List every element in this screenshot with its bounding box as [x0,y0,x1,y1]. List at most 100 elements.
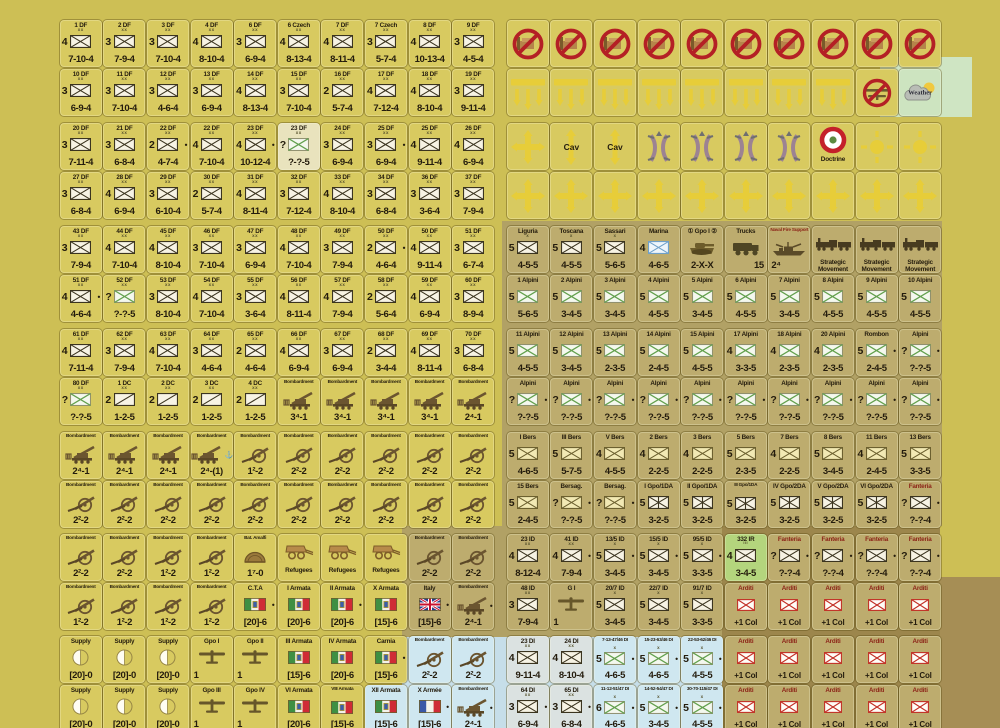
counter-16-df[interactable]: 16 DF xx 2 5-7-4 [321,69,364,116]
counter-5-alpini[interactable]: 5 Alpini 5 3-4-5 [681,275,724,322]
counter-7-df[interactable]: 7 DF xx 4 8-11-4 [321,20,364,67]
counter-arditi[interactable]: Arditi +1 Col [899,685,942,728]
counter-36-df[interactable]: 36 DF xx 3 3-6-4 [408,172,451,219]
counter-47-df[interactable]: 47 DF xx 3 6-9-4 [234,226,277,273]
counter-ii-armata[interactable]: II Armata • [20]-6 [321,583,364,630]
counter-arditi[interactable]: Arditi +1 Col [811,636,854,683]
counter-naval-fire-support[interactable]: Naval Fire Support 2⁴ [768,226,811,273]
counter-bombardment[interactable]: Bombardment 2²-2 [146,481,189,528]
marker-cross[interactable] [593,172,636,219]
counter-bombardment[interactable]: Bombardment 2²-2 [408,481,451,528]
counter-19-df[interactable]: 19 DF xx 3 9-11-4 [452,69,495,116]
counter-gpo-iii[interactable]: Gpo III 1 [190,685,233,728]
counter-56-df[interactable]: 56 DF xx 4 8-11-4 [277,275,320,322]
counter-9-df[interactable]: 9 DF xx 3 4-5-4 [452,20,495,67]
counter-iii-armata[interactable]: III Armata [15]-6 [277,636,320,683]
counter-bombardment[interactable]: Bombardment 2²-2 [408,636,451,683]
counter-67-df[interactable]: 67 DF xx 3 6-9-4 [321,329,364,376]
marker-cross[interactable] [768,172,811,219]
counter-bombardment[interactable]: Bombardment 2²-2 [277,432,320,479]
marker-vertarrow[interactable]: Cav [550,123,593,170]
counter-20-alpini[interactable]: 20 Alpini 4 2-3-5 [811,329,854,376]
counter-14-alpini[interactable]: 14 Alpini 5 2-4-5 [637,329,680,376]
counter-3-df[interactable]: 3 DF xx 3 7-10-4 [146,20,189,67]
counter-62-df[interactable]: 62 DF xx 3 7-9-4 [103,329,146,376]
marker-cart[interactable]: Refugees [364,534,407,581]
counter-bombardment[interactable]: Bombardment ⚓ 2⁴-(1) [190,432,233,479]
counter-34-df[interactable]: 34 DF xx 3 6-8-4 [364,172,407,219]
counter-v-bers[interactable]: V Bers 4 4-5-5 [593,432,636,479]
counter-alpini[interactable]: Alpini? • ?-?-5 [724,378,767,425]
counter-bombardment[interactable]: Bombardment 3⁴-1 [277,378,320,425]
marker-cross[interactable] [855,172,898,219]
marker-breach[interactable] [637,123,680,170]
counter-arditi[interactable]: Arditi +1 Col [855,685,898,728]
counter-20-7-id[interactable]: 20/7 ID x 5 3-4-5 [593,583,636,630]
marker-bridge[interactable] [811,69,854,116]
counter-2-dc[interactable]: 2 DC xx 2 1-2-5 [146,378,189,425]
marker-bridge[interactable] [550,69,593,116]
counter-bombardment[interactable]: Bombardment 2⁴-1 [146,432,189,479]
counter-bombardment[interactable]: Bombardment 3⁴-1 [364,378,407,425]
marker-noentry[interactable] [811,20,854,67]
counter-bat-amalfi[interactable]: Bat. Amalfi 1⁷-0 [234,534,277,581]
marker-cross[interactable] [550,172,593,219]
counter-arditi[interactable]: Arditi +1 Col [899,583,942,630]
counter-2-alpini[interactable]: 2 Alpini 5 3-4-5 [550,275,593,322]
counter-bombardment[interactable]: Bombardment 2²-2 [103,534,146,581]
counter-12-df[interactable]: 12 DF xx 3 4-6-4 [146,69,189,116]
counter-48-df[interactable]: 48 DF xx 4 7-10-4 [277,226,320,273]
counter-3-bers[interactable]: 3 Bers 4 2-2-5 [681,432,724,479]
counter-bombardment[interactable]: Bombardment • 2⁴-1 [452,685,495,728]
counter-bombardment[interactable]: Bombardment 2²-2 [452,636,495,683]
counter-arditi[interactable]: Arditi +1 Col [724,583,767,630]
counter-3-alpini[interactable]: 3 Alpini 5 3-4-5 [593,275,636,322]
counter-66-df[interactable]: 66 DF xx 4 6-9-4 [277,329,320,376]
counter-8-alpini[interactable]: 8 Alpini 5 4-5-5 [811,275,854,322]
counter-15-bers[interactable]: 15 Bers 5 2-4-5 [506,481,549,528]
counter-bombardment[interactable]: Bombardment 2²-2 [321,432,364,479]
counter-bombardment[interactable]: Bombardment 1²-2 [190,583,233,630]
marker-train[interactable]: Strategic Movement [855,226,898,273]
counter-64-di[interactable]: 64 DI xx 3 • 6-9-4 [506,685,549,728]
marker-noentry[interactable] [768,20,811,67]
counter-20-df[interactable]: 20 DF xx 3 7-11-4 [59,123,102,170]
counter-x-armata[interactable]: X Armata [15]-6 [364,583,407,630]
counter-32-df[interactable]: 32 DF xx 3 7-12-4 [277,172,320,219]
counter-alpini[interactable]: Alpini? • ?-?-5 [899,378,942,425]
counter-supply[interactable]: Supply [20]-0 [59,685,102,728]
counter-53-df[interactable]: 53 DF xx 3 8-10-4 [146,275,189,322]
counter-17-df[interactable]: 17 DF xx 4 7-12-4 [364,69,407,116]
counter-bombardment[interactable]: Bombardment 2²-2 [408,534,451,581]
counter-fanteria[interactable]: Fanteria? • ?-?-4 [899,481,942,528]
counter-15-5-id[interactable]: 15/5 ID x 5 • 3-4-5 [637,534,680,581]
counter-bombardment[interactable]: Bombardment 2²-2 [234,481,277,528]
counter-x-arm-e[interactable]: X Armée • [15]-6 [408,685,451,728]
counter-6-czech[interactable]: 6 Czech xx 4 8-13-4 [277,20,320,67]
marker-cart[interactable]: Refugees [321,534,364,581]
counter-liguria[interactable]: Liguria x 5 4-5-5 [506,226,549,273]
counter-arditi[interactable]: Arditi +1 Col [724,636,767,683]
counter-bombardment[interactable]: Bombardment 2⁴-1 [103,432,146,479]
counter-arditi[interactable]: Arditi +1 Col [768,685,811,728]
counter-24-df[interactable]: 24 DF xx 3 6-9-4 [321,123,364,170]
counter-13-df[interactable]: 13 DF xx 3 6-9-4 [190,69,233,116]
counter-bombardment[interactable]: Bombardment 1²-2 [146,534,189,581]
counter-59-df[interactable]: 59 DF xx 4 6-9-4 [408,275,451,322]
counter-bombardment[interactable]: Bombardment 1²-2 [103,583,146,630]
counter-7-bers[interactable]: 7 Bers 4 2-2-5 [768,432,811,479]
counter-iv-armata[interactable]: IV Armata [20]-6 [321,636,364,683]
counter-alpini[interactable]: Alpini? • ?-?-5 [593,378,636,425]
marker-bridge[interactable] [593,69,636,116]
counter-6-alpini[interactable]: 6 Alpini 5 4-5-5 [724,275,767,322]
counter-57-df[interactable]: 57 DF xx 4 7-9-4 [321,275,364,322]
counter-18-alpini[interactable]: 18 Alpini 4 2-3-5 [768,329,811,376]
marker-noentry[interactable] [593,20,636,67]
counter-7-czech[interactable]: 7 Czech xx 3 5-7-4 [364,20,407,67]
marker-vertarrow[interactable]: Cav [593,123,636,170]
counter-iii-bers[interactable]: III Bers 5 5-7-5 [550,432,593,479]
marker-cross[interactable] [899,172,942,219]
counter-1-df[interactable]: 1 DF xx 4 7-10-4 [59,20,102,67]
counter-7-alpini[interactable]: 7 Alpini 5 3-4-5 [768,275,811,322]
counter-22-7-id[interactable]: 22/7 ID x 5 3-4-5 [637,583,680,630]
